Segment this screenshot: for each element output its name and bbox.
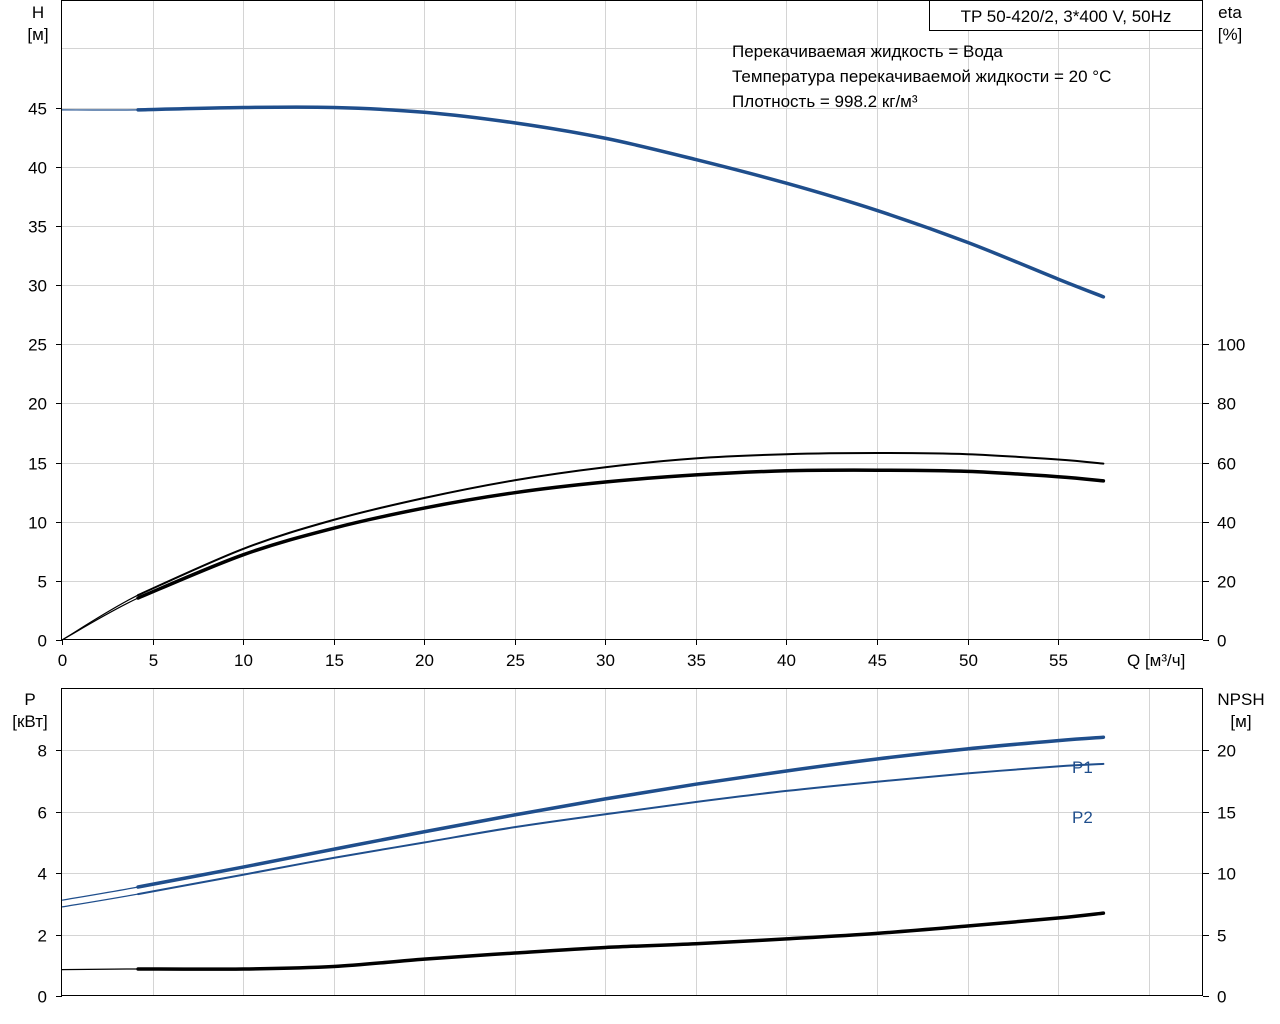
bottom-plot-frame — [61, 688, 1203, 996]
top-left-axis-label-line1: H — [32, 3, 44, 22]
right-axis-tick-label: 20 — [1217, 573, 1236, 592]
right-axis-tick-label: 0 — [1217, 632, 1226, 651]
x-axis-tick-label: 0 — [58, 651, 67, 670]
bottom-panel: 0 2 4 6 8 0 5 10 15 20 P [кВт] NPSH [м] P1 P2 — [12, 688, 1265, 1007]
left-axis-tick-label: 6 — [38, 804, 47, 823]
bottom-left-axis-label-line1: P — [24, 690, 35, 709]
left-axis-tick-label: 35 — [28, 218, 47, 237]
top-left-axis-label-line2: [м] — [27, 25, 48, 44]
left-axis-tick-label: 15 — [28, 455, 47, 474]
p1-lead-line — [61, 886, 139, 901]
top-ticks: 0 5 10 15 20 25 30 35 40 45 0 20 40 60 80 100 0 5 10 15 20 25… — [28, 100, 1245, 671]
top-plot-frame — [61, 0, 1203, 640]
right-axis-tick-label: 5 — [1217, 927, 1226, 946]
p1-line — [136, 735, 1106, 889]
right-axis-tick-label: 100 — [1217, 336, 1245, 355]
top-right-axis-label-line2: [%] — [1218, 25, 1243, 44]
right-axis-tick-label: 0 — [1217, 988, 1226, 1007]
x-axis-tick-label: 10 — [234, 651, 253, 670]
top-series-2-line — [136, 468, 1106, 600]
left-axis-tick-label: 25 — [28, 336, 47, 355]
top-right-axis-label-line1: eta — [1218, 3, 1242, 22]
top-series — [61, 105, 1106, 641]
right-axis-tick-label: 15 — [1217, 804, 1236, 823]
bottom-series-2-lead-line — [61, 968, 139, 971]
x-axis-tick-label: 40 — [777, 651, 796, 670]
x-axis-tick-label: 50 — [959, 651, 978, 670]
bottom-right-axis-label-line1: NPSH — [1217, 690, 1264, 709]
p1-series-label: P1 — [1072, 758, 1093, 777]
bottom-grid — [62, 689, 1203, 996]
x-axis-tick-label: 15 — [325, 651, 344, 670]
x-axis-tick-label: 30 — [596, 651, 615, 670]
right-axis-tick-label: 20 — [1217, 742, 1236, 761]
top-series-1-line — [137, 452, 1105, 597]
top-series-0-line — [136, 105, 1106, 299]
left-axis-tick-label: 20 — [28, 395, 47, 414]
left-axis-tick-label: 0 — [38, 632, 47, 651]
annotation-temperature: Температура перекачиваемой жидкости = 20… — [732, 67, 1111, 86]
p2-series-label: P2 — [1072, 808, 1093, 827]
left-axis-tick-label: 40 — [28, 159, 47, 178]
right-axis-tick-label: 60 — [1217, 455, 1236, 474]
left-axis-tick-label: 2 — [38, 927, 47, 946]
left-axis-tick-label: 45 — [28, 100, 47, 119]
chart-title: TP 50-420/2, 3*400 V, 50Hz — [961, 7, 1172, 26]
x-axis-tick-label: 20 — [415, 651, 434, 670]
x-axis-tick-label: 45 — [868, 651, 887, 670]
x-axis-label: Q [м³/ч] — [1127, 651, 1185, 670]
p2-lead-line — [61, 893, 139, 908]
left-axis-tick-label: 30 — [28, 277, 47, 296]
left-axis-tick-label: 5 — [38, 573, 47, 592]
left-axis-tick-label: 8 — [38, 742, 47, 761]
top-grid — [62, 1, 1203, 640]
x-axis-tick-label: 25 — [506, 651, 525, 670]
right-axis-tick-label: 80 — [1217, 395, 1236, 414]
left-axis-tick-label: 10 — [28, 514, 47, 533]
x-axis-tick-label: 55 — [1049, 651, 1068, 670]
p2-line — [137, 762, 1105, 896]
top-panel: 0 5 10 15 20 25 30 35 40 45 0 20 40 60 80 100 0 5 10 15 20 25… — [27, 0, 1245, 671]
left-axis-tick-label: 0 — [38, 988, 47, 1007]
annotation-fluid: Перекачиваемая жидкость = Вода — [732, 42, 1003, 61]
x-axis-tick-label: 35 — [687, 651, 706, 670]
right-axis-tick-label: 40 — [1217, 514, 1236, 533]
left-axis-tick-label: 4 — [38, 865, 47, 884]
bottom-series-2-line — [136, 911, 1106, 971]
bottom-right-axis-label-line2: [м] — [1230, 712, 1251, 731]
chart-title-box — [929, 0, 1203, 31]
x-axis-tick-label: 5 — [149, 651, 158, 670]
annotation-density: Плотность = 998.2 кг/м³ — [732, 92, 918, 111]
bottom-series — [61, 735, 1106, 971]
top-series-2-lead-line — [61, 597, 139, 641]
right-axis-tick-label: 10 — [1217, 865, 1236, 884]
bottom-left-axis-label-line2: [кВт] — [12, 712, 47, 731]
